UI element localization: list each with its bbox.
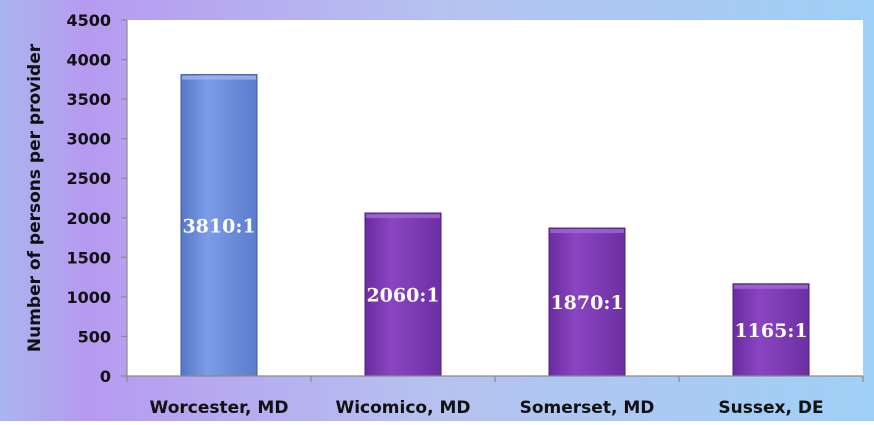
y-tick-label-2: 1000 [66, 288, 111, 307]
data-label-1: 3810:1 [182, 215, 255, 237]
category-label-1: Worcester, MD [150, 398, 289, 418]
bar-top-highlight-2 [366, 214, 440, 219]
category-label-3: Somerset, MD [520, 398, 655, 418]
y-tick-label-3: 1500 [66, 248, 111, 267]
bar-2 [364, 212, 442, 377]
bar-top-highlight-3 [550, 229, 624, 234]
y-tick-label-7: 3500 [66, 90, 111, 109]
y-tick-label-8: 4000 [66, 51, 111, 70]
y-tick-label-6: 3000 [66, 130, 111, 149]
y-axis-title: Number of persons per provider [25, 43, 45, 352]
bar-3 [548, 227, 626, 377]
y-tick-label-5: 2500 [66, 169, 111, 188]
y-tick-label-9: 4500 [66, 11, 111, 30]
data-label-2: 2060:1 [366, 285, 439, 307]
bar-4 [732, 283, 810, 377]
data-label-3: 1870:1 [550, 292, 623, 314]
category-label-2: Wicomico, MD [335, 398, 470, 418]
category-label-4: Sussex, DE [718, 398, 823, 418]
y-tick-label-0: 0 [100, 367, 111, 386]
y-tick-label-4: 2000 [66, 209, 111, 228]
y-tick-label-1: 500 [78, 327, 111, 346]
data-label-4: 1165:1 [734, 320, 807, 342]
bar-top-highlight-1 [182, 75, 256, 80]
bar-top-highlight-4 [734, 284, 808, 289]
